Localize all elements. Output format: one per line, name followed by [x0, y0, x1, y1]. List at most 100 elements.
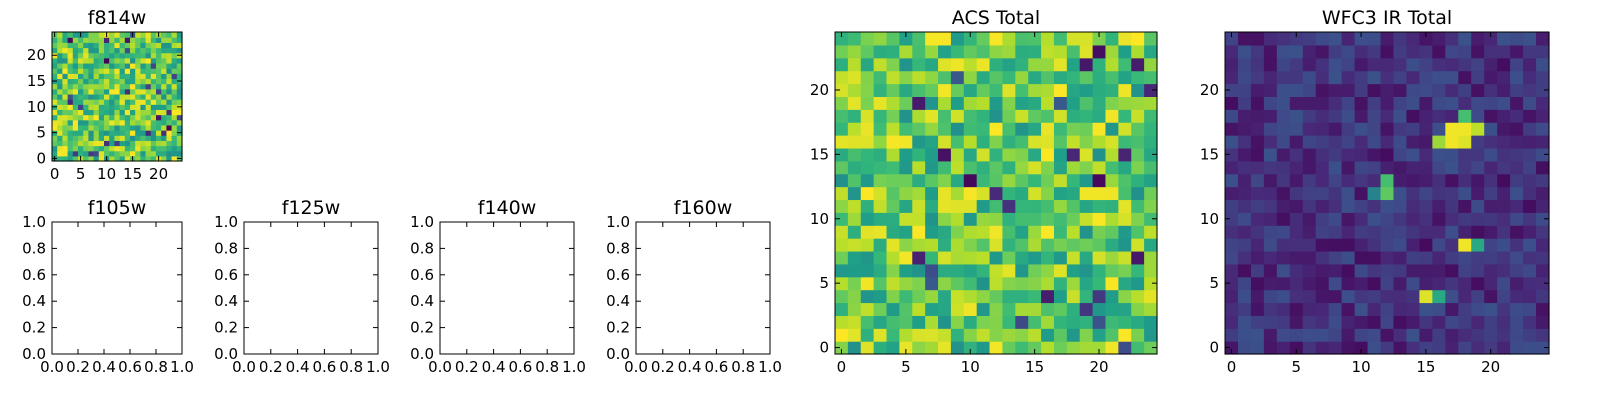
pixel: [1341, 147, 1356, 162]
pixel: [1289, 238, 1304, 252]
pixel: [1144, 212, 1158, 226]
pixel: [1263, 135, 1278, 149]
pixel: [1092, 302, 1107, 316]
y-tick-label: 0.6: [606, 266, 630, 284]
pixel: [1315, 70, 1330, 85]
pixel: [145, 47, 152, 54]
pixel: [1341, 289, 1356, 304]
pixel: [1419, 341, 1433, 355]
pixel: [1328, 199, 1343, 213]
pixel: [1237, 315, 1252, 329]
pixel: [67, 57, 74, 64]
pixel: [161, 93, 167, 100]
pixel: [1053, 173, 1068, 188]
pixel: [1406, 96, 1420, 110]
pixel: [835, 238, 849, 252]
pixel: [886, 212, 900, 226]
pixel: [1432, 109, 1446, 123]
pixel: [1289, 83, 1304, 97]
pixel: [83, 52, 89, 59]
pixel: [104, 42, 110, 49]
pixel: [1406, 186, 1420, 201]
pixel: [1393, 238, 1408, 252]
x-tick-label: 15: [1416, 358, 1435, 376]
pixel: [938, 83, 952, 97]
pixel: [1118, 276, 1132, 291]
pixel: [1079, 173, 1094, 188]
pixel: [1471, 212, 1485, 226]
pixel: [835, 225, 849, 239]
pixel: [72, 104, 79, 110]
pixel: [140, 114, 147, 121]
pixel: [72, 109, 79, 116]
pixel: [83, 83, 89, 90]
plot-title: f160w: [674, 197, 733, 219]
pixel: [1118, 250, 1132, 265]
pixel: [1066, 70, 1081, 85]
pixel: [1002, 135, 1016, 149]
pixel: [1015, 186, 1029, 201]
pixel: [1250, 341, 1265, 355]
pixel: [176, 68, 183, 74]
pixel: [1250, 122, 1265, 136]
pixel: [1419, 302, 1433, 316]
pixel: [1315, 135, 1330, 149]
pixel: [57, 78, 63, 85]
x-tick-label: 15: [1025, 358, 1044, 376]
pixel: [176, 109, 183, 116]
pixel: [1105, 289, 1119, 304]
pixel: [62, 150, 69, 157]
pixel: [1237, 263, 1252, 278]
pixel: [78, 37, 84, 43]
pixel: [52, 145, 58, 152]
pixel: [1315, 173, 1330, 188]
pixel: [912, 315, 926, 329]
pixel: [835, 315, 849, 329]
pixel: [938, 57, 952, 72]
pixel: [1419, 238, 1433, 252]
pixel: [62, 93, 69, 100]
pixel: [886, 109, 900, 123]
pixel: [1315, 238, 1330, 252]
pixel: [925, 57, 939, 72]
pixel: [886, 83, 900, 97]
pixel: [938, 263, 952, 278]
pixel: [860, 276, 875, 291]
x-tick-label: 1.0: [366, 358, 390, 376]
pixel: [1510, 250, 1524, 265]
pixel: [1015, 83, 1029, 97]
pixel: [886, 57, 900, 72]
pixel: [1484, 173, 1498, 188]
pixel: [950, 135, 965, 149]
pixel: [62, 155, 69, 162]
pixel: [1341, 238, 1356, 252]
pixel: [1053, 186, 1068, 201]
pixel: [1419, 44, 1433, 59]
pixel: [950, 173, 965, 188]
x-tick-label: 0.6: [704, 358, 728, 376]
pixel: [1276, 225, 1291, 239]
y-tick-label: 0.8: [410, 239, 434, 257]
pixel: [140, 62, 147, 69]
pixel: [1041, 57, 1055, 72]
pixel: [135, 119, 141, 126]
pixel: [156, 140, 162, 147]
pixel: [135, 78, 141, 85]
pixel: [52, 83, 58, 90]
pixel: [1458, 96, 1472, 110]
pixel: [1118, 96, 1132, 110]
pixel: [1028, 135, 1042, 149]
pixel: [1289, 96, 1304, 110]
pixel: [1367, 57, 1382, 72]
pixel: [1002, 109, 1016, 123]
pixel: [976, 83, 991, 97]
pixel: [950, 32, 965, 46]
pixel: [98, 83, 105, 90]
pixel: [912, 276, 926, 291]
pixel: [1302, 70, 1317, 85]
pixel: [976, 250, 991, 265]
pixel: [98, 99, 105, 105]
pixel: [1523, 70, 1537, 85]
pixel: [156, 83, 162, 90]
pixel: [176, 145, 183, 152]
